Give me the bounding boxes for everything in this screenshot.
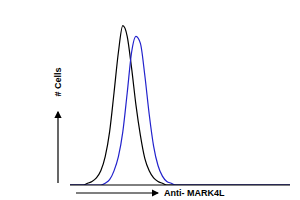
svg-text:Anti- MARK4L: Anti- MARK4L: [164, 188, 225, 198]
svg-text:# Cells: # Cells: [53, 67, 63, 96]
